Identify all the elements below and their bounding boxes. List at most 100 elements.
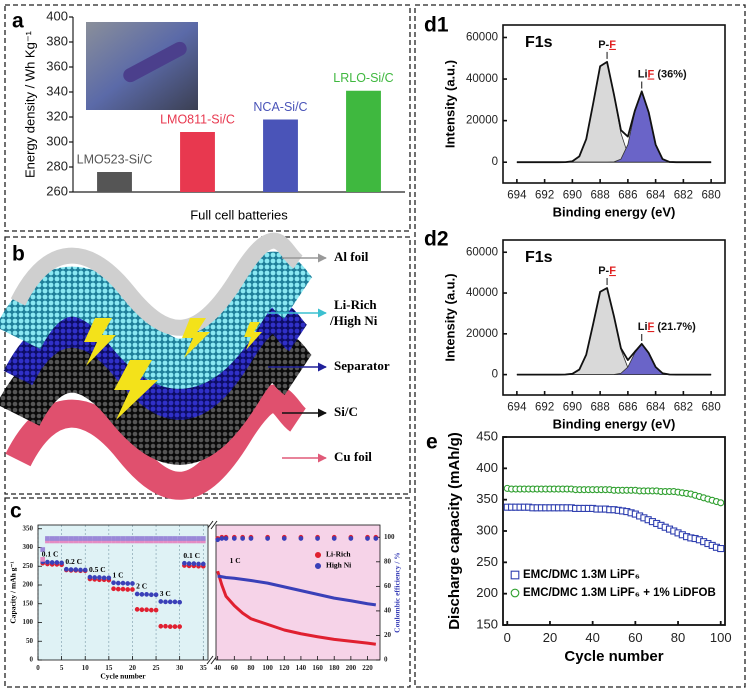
- x-tick-label: 40: [214, 664, 222, 672]
- y-tick-label: 20000: [466, 328, 498, 340]
- legend-marker: [314, 551, 322, 559]
- annotation: 0.1 C: [183, 551, 200, 560]
- marker: [177, 599, 183, 605]
- panel-letter: b: [12, 243, 25, 266]
- legend-label: Li-Rich: [326, 550, 351, 559]
- annotation: 0.5 C: [89, 565, 106, 574]
- y2-tick-label: 20: [384, 631, 392, 639]
- y-tick-label: 40000: [466, 73, 498, 85]
- y-tick-label: 350: [476, 491, 498, 506]
- y-tick-label: 450: [476, 428, 498, 443]
- x-tick-label: 100: [710, 630, 732, 645]
- x-tick-label: 692: [535, 401, 554, 413]
- chart: 0 20000 40000 60000 694 692 690 688 686 684 682 680…: [424, 228, 726, 431]
- y2-tick-label: 80: [384, 557, 392, 565]
- marker: [78, 567, 83, 573]
- marker: [153, 536, 159, 541]
- layer-labels: Al foil Li-Rich /High Ni Separator Si/C …: [329, 249, 390, 464]
- x-tick-label: 694: [507, 189, 527, 201]
- marker: [92, 536, 98, 541]
- legend-label: EMC/DMC 1.3M LiPF₆ + 1% LiDFOB: [523, 587, 716, 599]
- marker: [87, 536, 93, 541]
- x-tick-label: 5: [60, 664, 64, 672]
- y-tick-label: 400: [476, 460, 498, 475]
- marker: [130, 581, 135, 586]
- x-tick-label: 684: [646, 401, 666, 413]
- marker: [115, 580, 121, 586]
- marker: [298, 536, 304, 541]
- panel-border: [4, 497, 411, 688]
- marker: [97, 536, 102, 541]
- y-tick-label: 150: [476, 616, 498, 631]
- marker: [148, 607, 154, 613]
- x-tick-label: 692: [535, 189, 554, 201]
- marker: [167, 536, 173, 541]
- marker: [281, 536, 287, 541]
- marker: [186, 536, 192, 541]
- marker: [111, 580, 116, 586]
- chart: 0 20000 40000 60000 694 692 690 688 686 684 682 680…: [424, 14, 726, 219]
- panel-border: [4, 4, 411, 232]
- marker: [191, 536, 197, 541]
- y-tick-label: 300: [23, 543, 34, 551]
- x-tick-label: 100: [262, 664, 273, 672]
- marker: [139, 607, 145, 613]
- marker: [59, 536, 64, 541]
- x-tick-label: 25: [153, 664, 161, 672]
- bar: [180, 132, 215, 192]
- marker: [331, 536, 337, 541]
- layer-label: Separator: [334, 358, 390, 373]
- marker: [63, 566, 69, 572]
- bar-label: LMO811-Si/C: [160, 112, 235, 126]
- peak-label: P-F: [598, 265, 616, 277]
- y-axis-label: Discharge capacity (mAh/g): [446, 432, 463, 630]
- panel-letter: d1: [424, 14, 449, 37]
- y-tick-label: 0: [492, 369, 498, 381]
- x-tick-label: 10: [82, 664, 90, 672]
- y-tick-label: 300: [476, 522, 498, 537]
- x-tick-label: 20: [543, 630, 557, 645]
- y-tick-label: 350: [23, 524, 34, 532]
- marker: [158, 599, 164, 604]
- marker: [87, 574, 93, 580]
- marker: [177, 536, 183, 541]
- annotation: 0.1 C: [42, 549, 59, 558]
- x-tick-label: 0: [504, 630, 511, 645]
- peak-label-part: Li: [638, 68, 648, 80]
- y2-axis-label: Coulombic efficiency / %: [393, 552, 402, 633]
- x-tick-label: 682: [674, 189, 693, 201]
- marker: [348, 536, 354, 541]
- marker: [177, 624, 183, 629]
- y-tick-label: 340: [46, 83, 68, 98]
- marker: [45, 536, 50, 541]
- legend-marker: [510, 570, 520, 580]
- chart-title: F1s: [525, 34, 553, 51]
- annotation: 2 C: [136, 582, 147, 591]
- panel-border: [414, 4, 746, 688]
- y2-tick-label: 100: [384, 533, 395, 541]
- y-tick-label: 60000: [466, 32, 498, 44]
- marker: [196, 536, 201, 541]
- series-line: [217, 574, 377, 607]
- y-tick-label: 250: [23, 562, 34, 570]
- marker: [219, 536, 225, 541]
- y-tick-label: 200: [476, 585, 498, 600]
- y-tick-label: 150: [23, 599, 34, 607]
- marker: [111, 586, 116, 592]
- x-tick-label: 180: [329, 664, 340, 672]
- marker: [82, 536, 88, 541]
- annotation: 1 C: [230, 556, 241, 565]
- annotation: 0.2 C: [65, 557, 82, 566]
- peak-label: LiF (21.7%): [638, 321, 696, 333]
- marker: [172, 624, 178, 629]
- marker: [134, 607, 140, 612]
- peak-label-part: P-: [598, 39, 609, 51]
- layer-label: Li-Rich: [334, 297, 377, 312]
- marker: [68, 567, 74, 572]
- legend-label: EMC/DMC 1.3M LiPF₆: [523, 569, 640, 581]
- marker: [73, 567, 79, 572]
- marker: [101, 536, 107, 541]
- marker: [144, 607, 149, 613]
- plot-frame: [502, 24, 726, 184]
